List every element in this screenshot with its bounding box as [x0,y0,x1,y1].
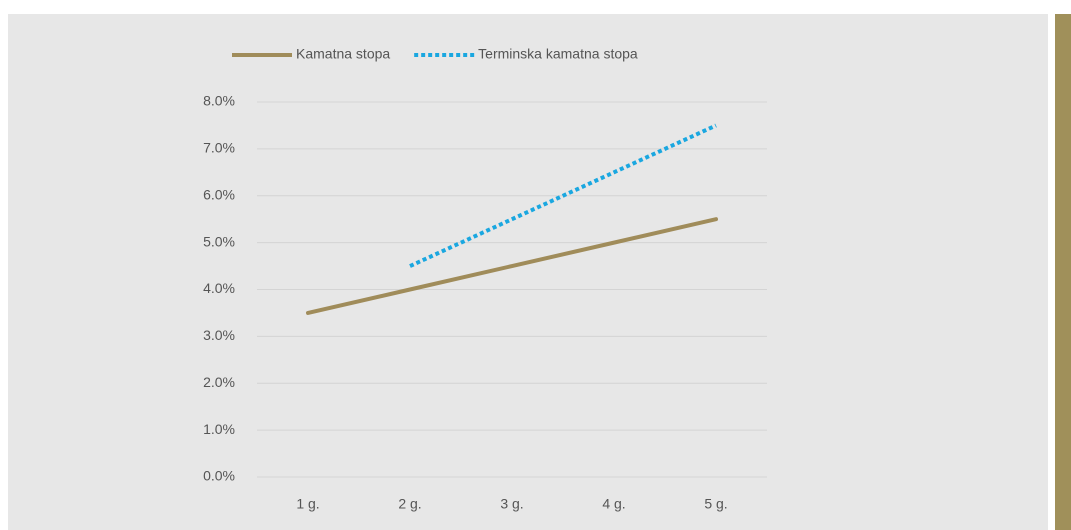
legend-label: Kamatna stopa [296,46,390,62]
y-tick-label: 7.0% [203,140,235,156]
x-tick-label: 5 g. [704,496,727,512]
x-tick-label: 3 g. [500,496,523,512]
x-tick-label: 2 g. [398,496,421,512]
y-tick-label: 6.0% [203,186,235,202]
side-bar [1055,14,1071,530]
y-tick-label: 1.0% [203,421,235,437]
series-line [409,123,717,268]
y-tick-label: 0.0% [203,468,235,484]
x-tick-label: 1 g. [296,496,319,512]
y-tick-label: 8.0% [203,93,235,109]
chart-panel [8,14,1048,530]
y-tick-label: 5.0% [203,233,235,249]
legend-label: Terminska kamatna stopa [478,46,638,62]
y-tick-label: 4.0% [203,280,235,296]
series-line [306,217,718,315]
x-tick-label: 4 g. [602,496,625,512]
y-tick-label: 3.0% [203,327,235,343]
y-tick-label: 2.0% [203,374,235,390]
legend: Kamatna stopa Terminska kamatna stopa [232,46,638,62]
